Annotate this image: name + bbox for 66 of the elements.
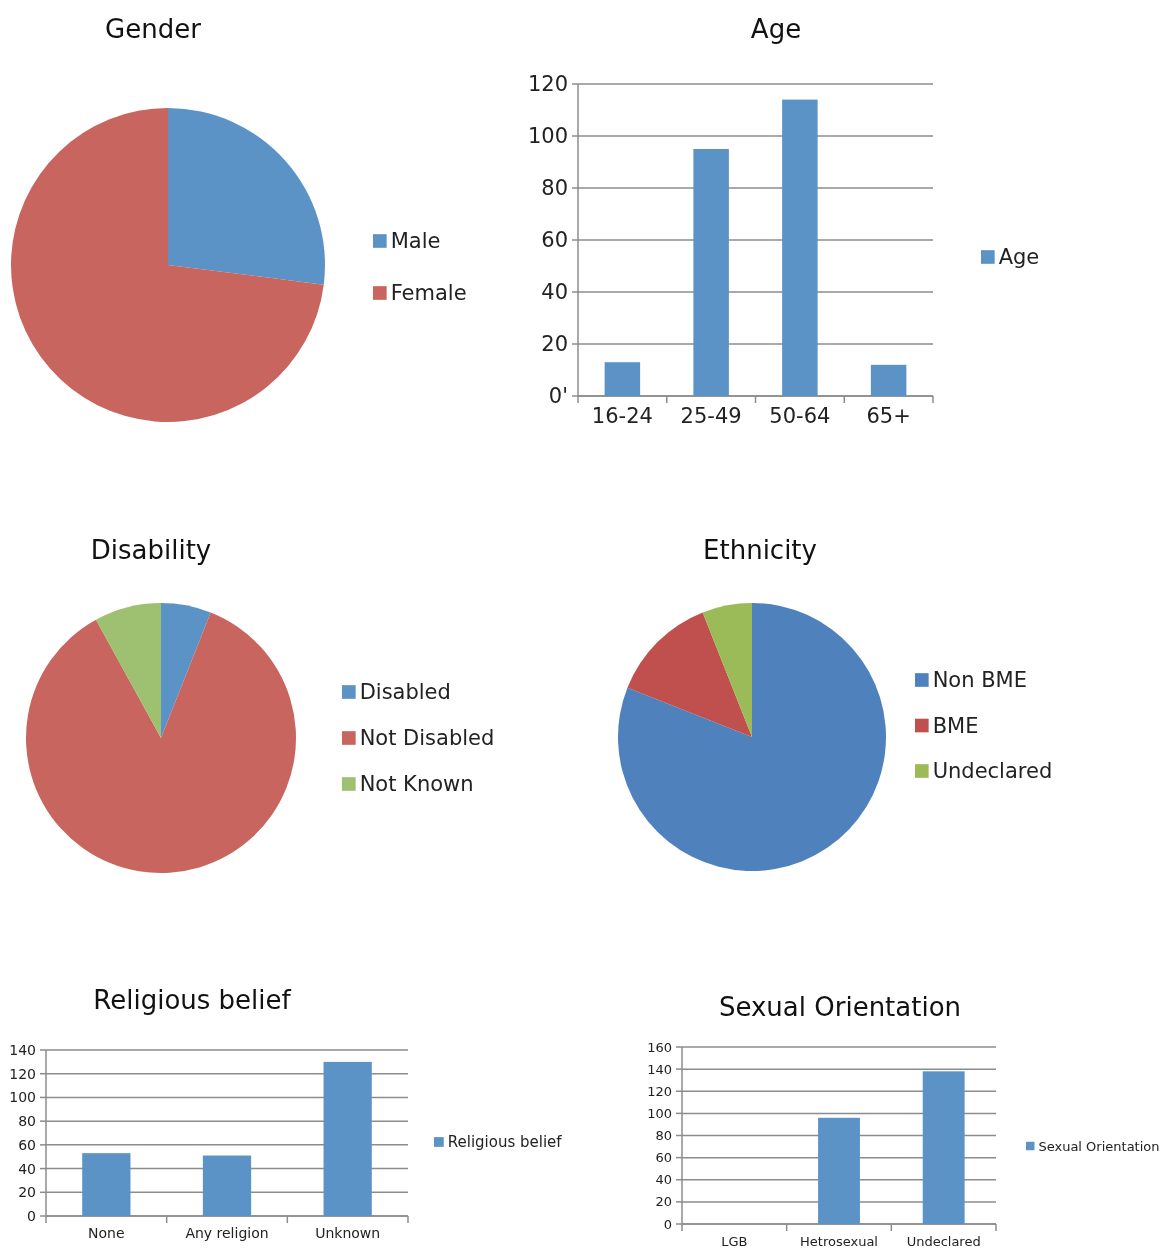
x-tick-label: Hetrosexual (800, 1233, 878, 1249)
legend-label: Male (390, 229, 441, 253)
legend-label: BME (932, 713, 979, 738)
chart-title: Religious belief (93, 985, 292, 1015)
chart-title: Sexual Orientation (718, 992, 962, 1022)
y-tick-label: 40 (655, 1172, 672, 1188)
bar (323, 1061, 372, 1216)
legend-label: Age (998, 245, 1040, 269)
x-tick-label: Unknown (315, 1225, 381, 1242)
bar (693, 149, 729, 396)
y-tick-label: 20 (18, 1184, 36, 1201)
legend-label: Undeclared (932, 759, 1053, 783)
y-tick-label: 120 (9, 1065, 36, 1082)
pie-slice (168, 108, 325, 285)
y-tick-label: 120 (647, 1083, 672, 1099)
legend-label: Non BME (932, 668, 1027, 692)
y-tick-label: 40 (18, 1160, 36, 1177)
y-tick-label: 20 (655, 1194, 672, 1210)
chart-title: Ethnicity (703, 535, 817, 565)
y-tick-label: 100 (527, 124, 568, 148)
y-tick-label: 120 (527, 72, 568, 96)
y-tick-label: 80 (18, 1113, 36, 1130)
y-tick-label: 160 (647, 1039, 672, 1055)
legend-label: Sexual Orientation (1038, 1138, 1160, 1154)
bar (870, 364, 907, 396)
x-tick-label: Undeclared (906, 1233, 981, 1249)
pie-slice (95, 603, 161, 738)
x-tick-label: LGB (721, 1233, 748, 1249)
legend-label: Disabled (359, 680, 451, 704)
legend-label: Female (390, 281, 467, 305)
y-tick-label: 0' (548, 384, 568, 408)
pie-slice (627, 612, 752, 737)
bar (82, 1153, 131, 1216)
bar (782, 99, 818, 396)
y-tick-label: 100 (9, 1089, 36, 1106)
legend-label: Not Known (359, 772, 474, 796)
y-tick-label: 0 (663, 1216, 672, 1232)
chart-title: Disability (90, 535, 212, 565)
pie-slice (618, 603, 886, 871)
pie-slice (11, 108, 324, 422)
bar (202, 1155, 252, 1216)
x-tick-label: 50-64 (769, 404, 831, 429)
x-tick-label: 16-24 (591, 404, 653, 429)
chart-title: Age (750, 14, 802, 44)
y-tick-label: 100 (647, 1105, 672, 1121)
y-tick-label: 140 (647, 1061, 672, 1077)
bar (604, 362, 641, 396)
y-tick-label: 60 (541, 228, 568, 252)
x-tick-label: 25-49 (680, 404, 742, 429)
pie-slice (26, 612, 296, 873)
legend-label: Not Disabled (359, 726, 495, 750)
y-tick-label: 80 (541, 176, 568, 200)
y-tick-label: 40 (541, 280, 568, 304)
y-tick-label: 60 (655, 1150, 672, 1166)
y-tick-label: 20 (541, 332, 568, 356)
y-tick-label: 60 (18, 1136, 36, 1153)
x-tick-label: None (88, 1225, 125, 1242)
x-tick-label: Any religion (185, 1225, 269, 1242)
pie-slice (702, 603, 752, 737)
y-tick-label: 80 (655, 1128, 672, 1143)
chart-title: Gender (105, 14, 202, 44)
x-tick-label: 65+ (866, 404, 911, 429)
pie-slice (161, 603, 211, 738)
y-tick-label: 0 (27, 1208, 36, 1224)
y-tick-label: 140 (9, 1042, 36, 1058)
legend-label: Religious belief (447, 1133, 563, 1151)
